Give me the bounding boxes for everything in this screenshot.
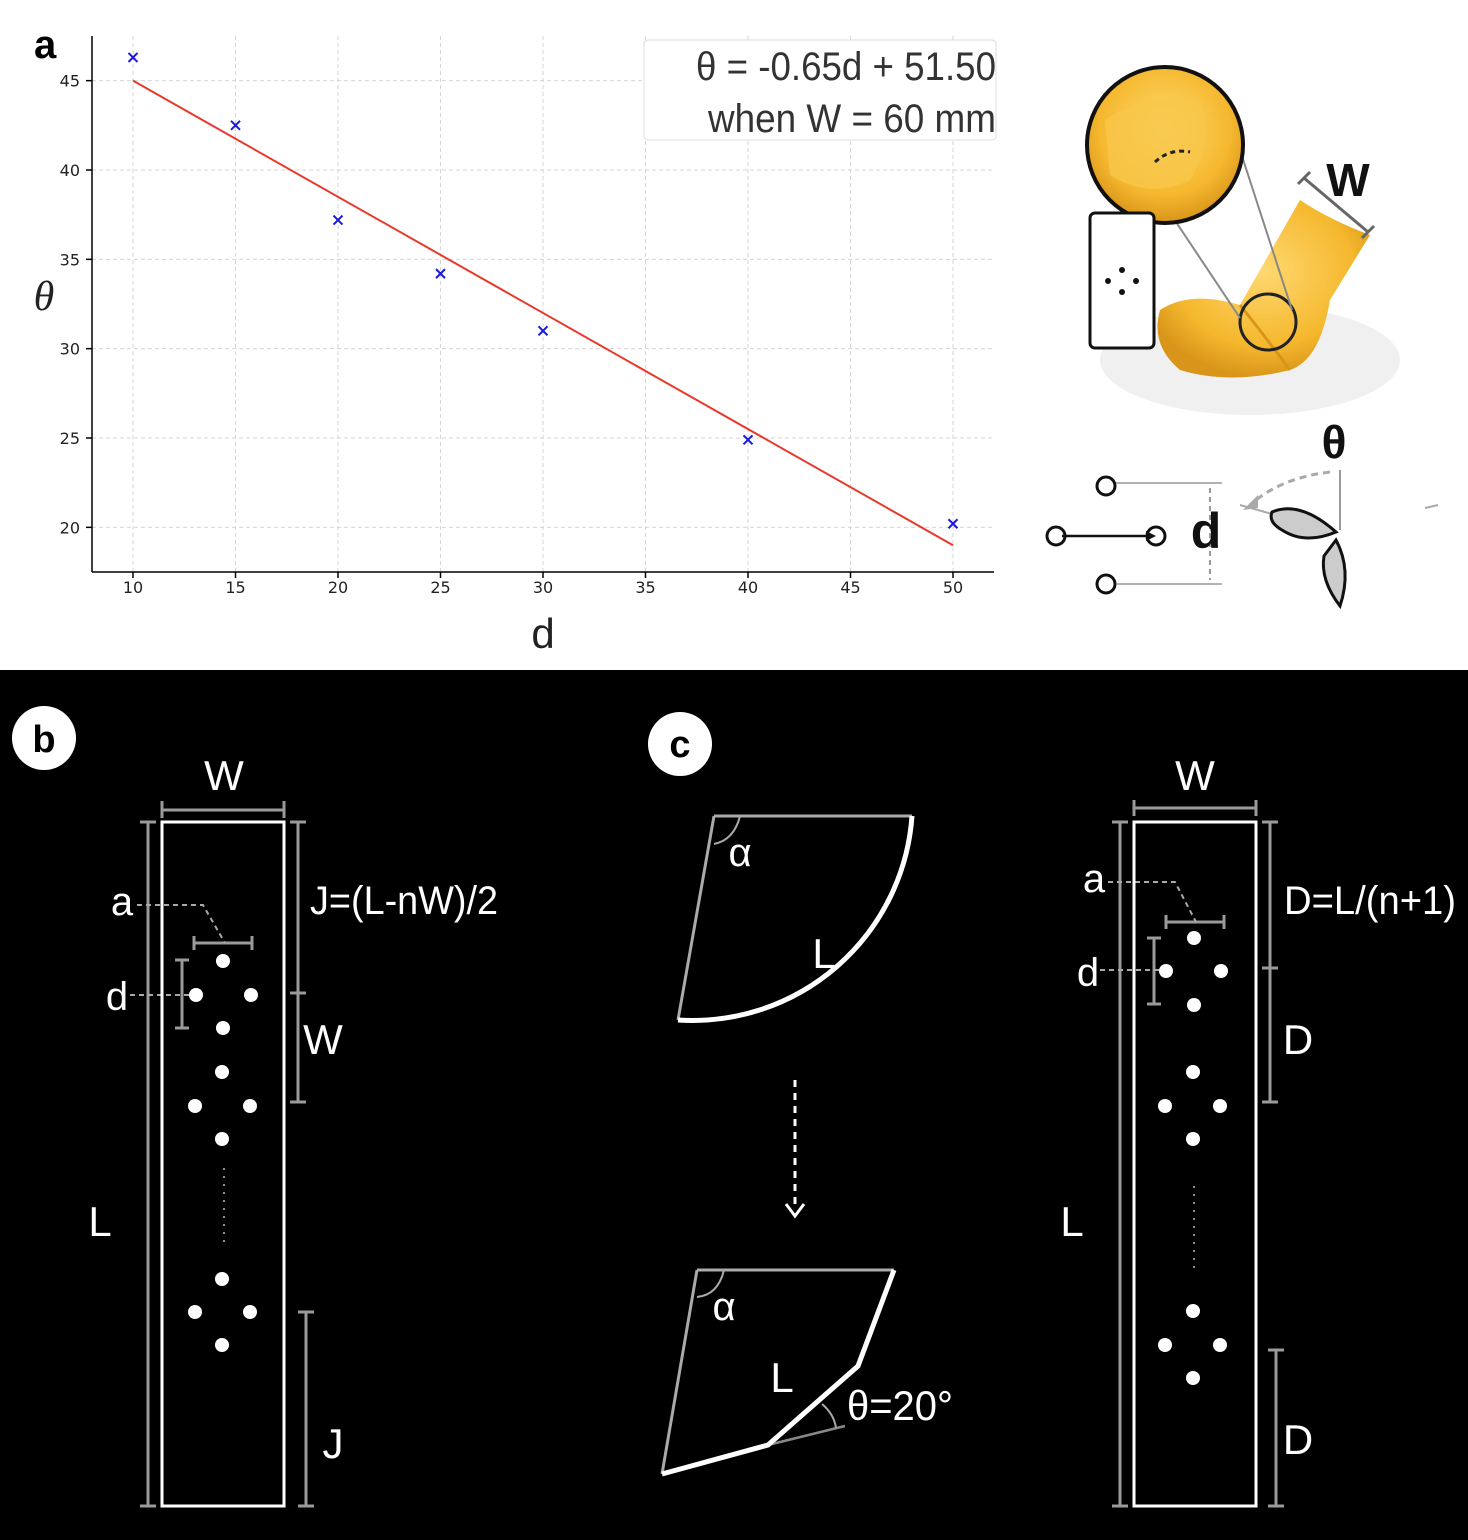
c-right-d-label: d — [1077, 951, 1099, 995]
b-d-label: d — [106, 975, 128, 1019]
scatter-point — [127, 52, 139, 63]
inset-theta-label: θ — [1322, 416, 1347, 468]
y-tick-label: 45 — [60, 72, 80, 91]
pattern-card-icon — [1088, 211, 1156, 350]
scatter-point-stroke — [230, 120, 241, 131]
x-tick-label: 25 — [430, 578, 450, 597]
x-tick-label: 35 — [635, 578, 655, 597]
y-tick-label: 30 — [60, 340, 80, 359]
c-alpha-bottom: α — [712, 1285, 735, 1329]
c-folded-edge — [661, 1269, 897, 1477]
b-l-label: L — [88, 1198, 111, 1245]
b-w-side-label: W — [303, 1016, 343, 1063]
scatter-point — [947, 518, 959, 529]
y-axis-label: θ — [34, 274, 55, 320]
x-tick-label: 45 — [840, 578, 860, 597]
c-l-top: L — [812, 930, 835, 977]
panel-b: b W J=(L-nW)/2 a d W L J — [12, 706, 498, 1508]
b-j-label: J — [323, 1420, 344, 1467]
scatter-point-stroke — [947, 518, 959, 529]
b-w-label: W — [204, 752, 244, 799]
y-tick-label: 25 — [60, 429, 80, 448]
c-right-d-formula: D=L/(n+1) — [1284, 879, 1456, 923]
c-right-l-label: L — [1060, 1198, 1083, 1245]
x-axis-label: d — [531, 610, 554, 657]
scatter-series — [127, 52, 959, 529]
panel-c-label: c — [669, 724, 690, 766]
c-right-d-bottom: D — [1283, 1416, 1313, 1463]
hole-diagram-icon: d — [1045, 475, 1222, 595]
scatter-point — [435, 268, 446, 279]
c-alpha-top: α — [728, 831, 751, 875]
fabric-flower-shape — [1157, 200, 1370, 378]
x-tick-label: 40 — [738, 578, 758, 597]
x-tick-label: 20 — [328, 578, 348, 597]
scatter-point-stroke — [537, 325, 549, 337]
c-right-a-label: a — [1083, 857, 1106, 901]
x-tick-label: 30 — [533, 578, 553, 597]
x-tick-label: 50 — [943, 578, 963, 597]
condition-text: when W = 60 mm — [707, 97, 996, 141]
inset-d-label: d — [1191, 503, 1222, 559]
scatter-point — [230, 120, 241, 131]
b-j-formula: J=(L-nW)/2 — [310, 879, 498, 923]
equation-text: θ = -0.65d + 51.50 — [696, 45, 996, 89]
c-strip-rect — [1132, 820, 1258, 1508]
c-top-arc — [677, 815, 915, 1023]
b-strip-rect — [160, 820, 286, 1508]
scatter-point-stroke — [332, 214, 344, 226]
c-hole-groups — [1158, 931, 1228, 1385]
y-tick-label: 20 — [60, 518, 80, 537]
scatter-point-stroke — [435, 268, 446, 279]
c-theta-label: θ=20° — [847, 1382, 953, 1429]
x-tick-label: 10 — [123, 578, 143, 597]
scatter-point — [332, 214, 344, 226]
magnify-circle-small — [1238, 292, 1298, 352]
panel-a-label: a — [34, 23, 57, 67]
panel-a: a 10 15 20 25 30 35 40 45 50 20 25 30 35 40 45 d θ θ … — [0, 0, 1468, 670]
inset-w-label: W — [1326, 154, 1370, 206]
b-a-label: a — [111, 880, 134, 924]
scatter-point-stroke — [127, 52, 139, 63]
c-right-d-mid: D — [1283, 1016, 1313, 1063]
y-tick-label: 40 — [60, 161, 80, 180]
c-l-bottom: L — [770, 1354, 793, 1401]
c-down-arrow — [784, 1203, 806, 1219]
inset-illustration: W θ d — [1045, 65, 1439, 610]
c-right-w-label: W — [1175, 752, 1215, 799]
y-axis-ticks: 20 25 30 35 40 45 — [60, 72, 92, 537]
fit-line-series — [132, 79, 954, 547]
chart-grid — [92, 36, 994, 572]
scatter-point-stroke — [742, 434, 754, 445]
panel-c: c α L α L θ=20° W — [648, 712, 1456, 1508]
panel-b-label: b — [32, 719, 55, 761]
x-tick-label: 15 — [225, 578, 245, 597]
folded-leaf-icon — [1269, 507, 1339, 540]
fit-line — [132, 79, 954, 547]
scatter-point — [537, 325, 549, 337]
y-tick-label: 35 — [60, 250, 80, 269]
equation-annotation: θ = -0.65d + 51.50 when W = 60 mm — [643, 39, 997, 141]
scatter-point — [742, 434, 754, 445]
b-hole-groups — [188, 954, 258, 1352]
x-axis-ticks: 10 15 20 25 30 35 40 45 50 — [123, 572, 963, 597]
